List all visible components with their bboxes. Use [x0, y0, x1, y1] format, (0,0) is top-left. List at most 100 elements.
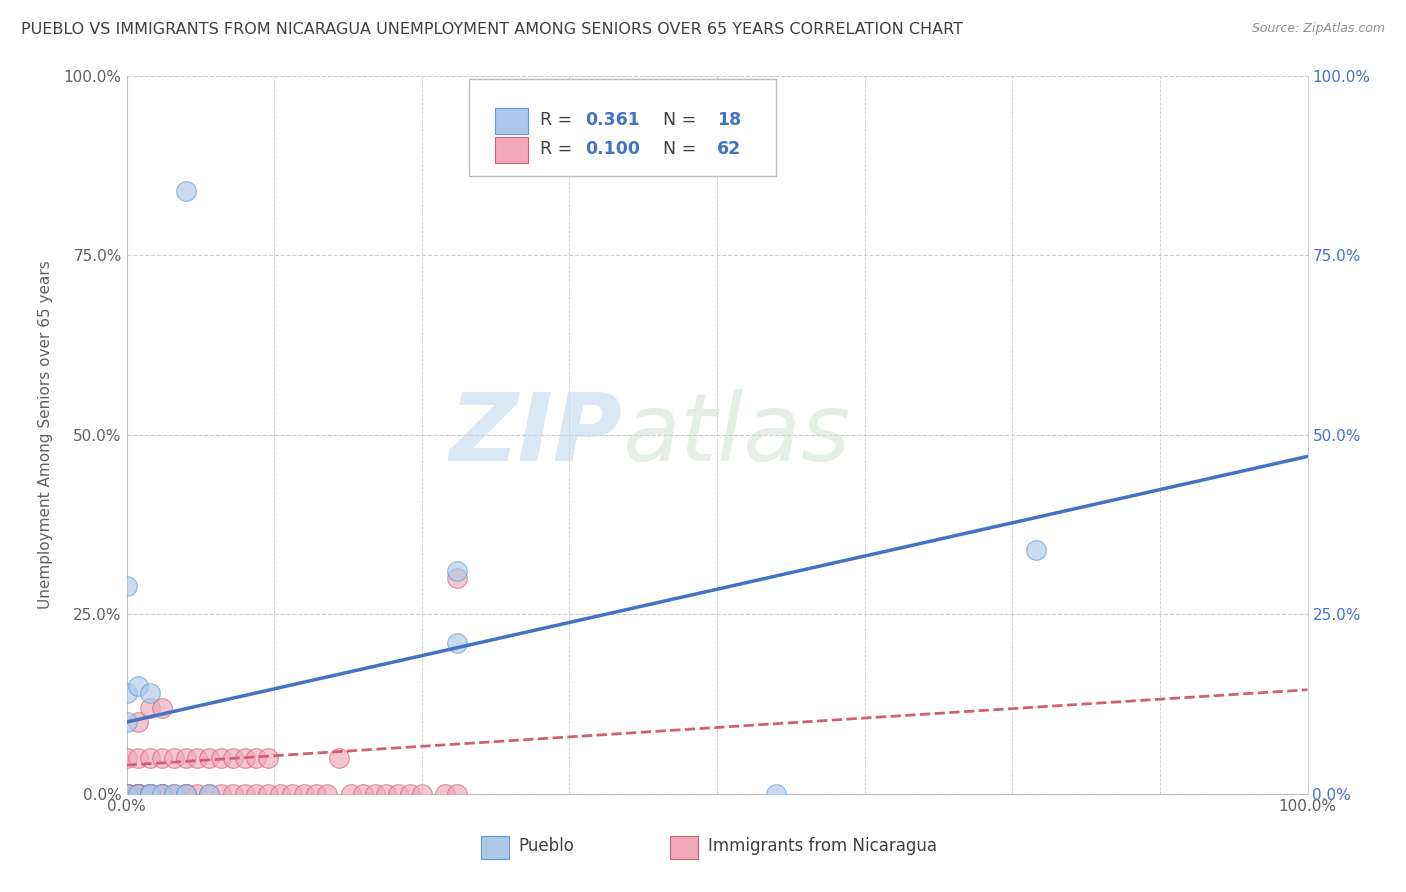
- Point: [139, 787, 162, 801]
- Point: [139, 787, 162, 801]
- Point: [363, 787, 385, 801]
- Text: N =: N =: [652, 112, 702, 129]
- Point: [222, 787, 245, 801]
- Point: [765, 787, 787, 801]
- Point: [115, 715, 138, 730]
- Point: [150, 787, 173, 801]
- Point: [434, 787, 457, 801]
- Point: [150, 700, 173, 714]
- Point: [115, 686, 138, 700]
- Point: [198, 751, 221, 765]
- Point: [127, 787, 149, 801]
- Point: [174, 751, 197, 765]
- Y-axis label: Unemployment Among Seniors over 65 years: Unemployment Among Seniors over 65 years: [38, 260, 52, 609]
- Text: atlas: atlas: [623, 389, 851, 481]
- Point: [281, 787, 304, 801]
- Text: PUEBLO VS IMMIGRANTS FROM NICARAGUA UNEMPLOYMENT AMONG SENIORS OVER 65 YEARS COR: PUEBLO VS IMMIGRANTS FROM NICARAGUA UNEM…: [21, 22, 963, 37]
- Point: [150, 787, 173, 801]
- Point: [292, 787, 315, 801]
- FancyBboxPatch shape: [495, 136, 529, 162]
- Point: [163, 751, 186, 765]
- Point: [375, 787, 398, 801]
- Point: [316, 787, 339, 801]
- Point: [115, 787, 138, 801]
- Point: [186, 751, 208, 765]
- Point: [233, 787, 256, 801]
- Point: [139, 686, 162, 700]
- Point: [163, 787, 186, 801]
- FancyBboxPatch shape: [481, 836, 509, 858]
- Text: Source: ZipAtlas.com: Source: ZipAtlas.com: [1251, 22, 1385, 36]
- FancyBboxPatch shape: [470, 79, 776, 177]
- Point: [115, 787, 138, 801]
- Point: [115, 751, 138, 765]
- Point: [150, 787, 173, 801]
- Point: [115, 787, 138, 801]
- Point: [115, 787, 138, 801]
- Point: [127, 751, 149, 765]
- Point: [115, 787, 138, 801]
- Point: [127, 715, 149, 730]
- Point: [269, 787, 291, 801]
- Point: [174, 184, 197, 198]
- Text: 0.361: 0.361: [585, 112, 640, 129]
- Point: [209, 751, 232, 765]
- Point: [446, 636, 468, 650]
- Point: [328, 751, 350, 765]
- Point: [127, 787, 149, 801]
- FancyBboxPatch shape: [495, 108, 529, 134]
- Point: [163, 787, 186, 801]
- Point: [222, 751, 245, 765]
- Point: [446, 787, 468, 801]
- Point: [139, 787, 162, 801]
- Text: 18: 18: [717, 112, 741, 129]
- Text: R =: R =: [540, 140, 578, 158]
- Point: [139, 787, 162, 801]
- Point: [174, 787, 197, 801]
- Point: [245, 787, 267, 801]
- Point: [446, 564, 468, 578]
- Text: 62: 62: [717, 140, 741, 158]
- Text: 0.100: 0.100: [585, 140, 640, 158]
- Text: ZIP: ZIP: [450, 389, 623, 481]
- Point: [352, 787, 374, 801]
- Point: [139, 787, 162, 801]
- Point: [115, 787, 138, 801]
- Point: [174, 787, 197, 801]
- Point: [115, 579, 138, 593]
- Point: [233, 751, 256, 765]
- Text: Pueblo: Pueblo: [519, 838, 575, 855]
- FancyBboxPatch shape: [669, 836, 699, 858]
- Point: [139, 700, 162, 714]
- Point: [340, 787, 363, 801]
- Point: [127, 787, 149, 801]
- Point: [198, 787, 221, 801]
- Point: [139, 751, 162, 765]
- Point: [257, 751, 280, 765]
- Point: [150, 787, 173, 801]
- Point: [257, 787, 280, 801]
- Point: [245, 751, 267, 765]
- Point: [127, 787, 149, 801]
- Point: [186, 787, 208, 801]
- Point: [127, 679, 149, 693]
- Point: [411, 787, 433, 801]
- Point: [139, 787, 162, 801]
- Point: [1025, 542, 1047, 557]
- Text: R =: R =: [540, 112, 578, 129]
- Point: [174, 787, 197, 801]
- Point: [209, 787, 232, 801]
- Point: [399, 787, 422, 801]
- Text: N =: N =: [652, 140, 702, 158]
- Point: [115, 787, 138, 801]
- Point: [198, 787, 221, 801]
- Point: [115, 787, 138, 801]
- Point: [127, 787, 149, 801]
- Point: [150, 751, 173, 765]
- Point: [174, 787, 197, 801]
- Point: [127, 787, 149, 801]
- Text: Immigrants from Nicaragua: Immigrants from Nicaragua: [707, 838, 936, 855]
- Point: [304, 787, 326, 801]
- Point: [446, 571, 468, 585]
- Point: [387, 787, 409, 801]
